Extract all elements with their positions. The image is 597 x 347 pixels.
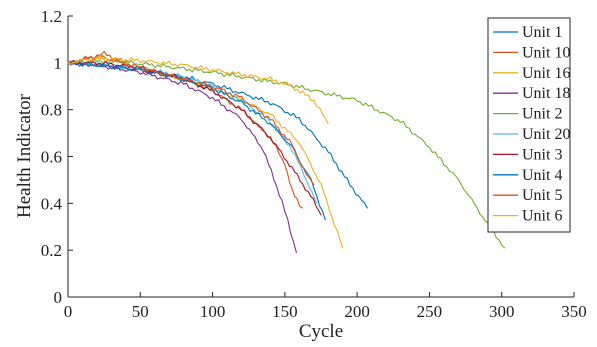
legend-label-unit-20: Unit 20 [522,126,570,143]
legend-label-unit-18: Unit 18 [522,85,570,102]
legend-label-unit-6: Unit 6 [522,208,562,225]
legend-label-unit-4: Unit 4 [522,167,562,184]
series-line-unit-18 [67,60,297,254]
y-tick-label: 1 [54,54,63,73]
x-axis-label: Cycle [299,321,343,342]
x-tick-label: 300 [489,302,515,321]
series-line-unit-1 [67,61,368,209]
x-tick-label: 250 [417,302,443,321]
y-tick-label: 0.6 [41,148,62,167]
series-line-unit-6 [67,55,329,125]
legend-label-unit-2: Unit 2 [522,106,562,123]
y-tick-label: 0.2 [41,241,62,260]
series-layer [67,50,506,254]
series-line-unit-2 [67,58,506,249]
y-tick-label: 0 [54,288,63,307]
y-axis-label: Health Indicator [14,93,35,218]
legend-label-unit-5: Unit 5 [522,187,562,204]
x-ticks: 0 50 100 150 200 250 300 350 [64,292,587,321]
legend-label-unit-10: Unit 10 [522,44,570,61]
y-tick-label: 0.4 [41,194,63,213]
legend: Unit 1 Unit 10 Unit 16 Unit 18 Unit 2 Unit 20… [487,17,571,233]
series-line-unit-10 [67,50,303,209]
x-tick-label: 100 [200,302,226,321]
legend-box [487,17,571,233]
x-tick-label: 150 [272,302,298,321]
x-tick-label: 0 [64,302,73,321]
series-line-unit-4 [67,60,326,221]
x-tick-label: 350 [561,302,587,321]
y-tick-label: 0.8 [41,101,62,120]
legend-label-unit-3: Unit 3 [522,146,562,163]
x-tick-label: 200 [344,302,370,321]
series-line-unit-5 [67,54,315,186]
y-tick-label: 1.2 [41,7,62,26]
x-tick-label: 50 [132,302,149,321]
legend-label-unit-1: Unit 1 [522,24,562,41]
legend-label-unit-16: Unit 16 [522,65,570,82]
